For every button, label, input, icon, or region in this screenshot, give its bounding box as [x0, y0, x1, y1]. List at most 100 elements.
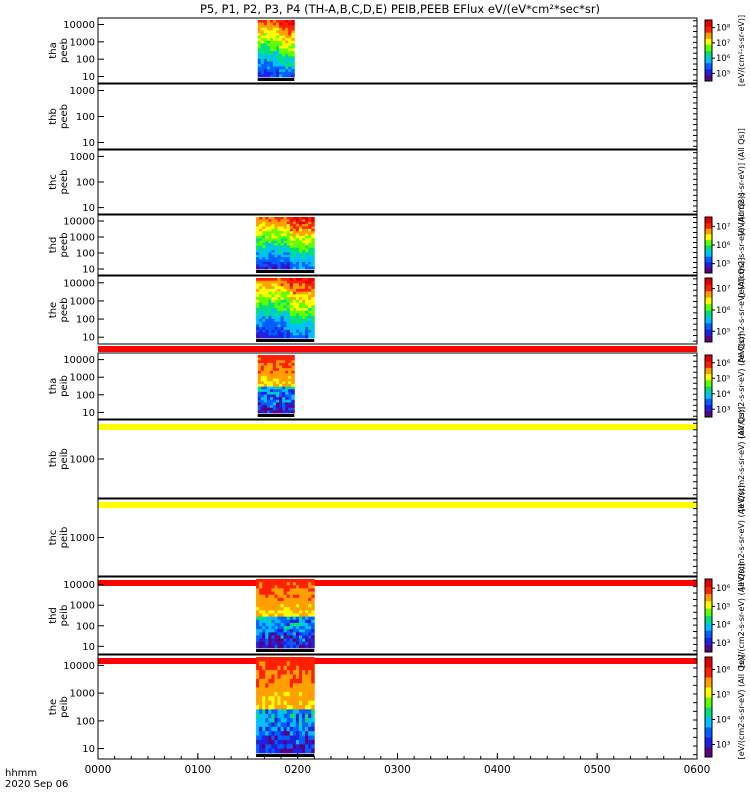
panel-thc-peeb: 10 100 1000 thc peeb [eV/(cm2-s-sr-eV)] (All …: [48, 128, 746, 236]
colorbar-label-tha-peeb: [eV/(cm²-s-sr-eV)]: [737, 15, 746, 86]
spectrogram-the-peeb: [256, 278, 315, 342]
y-tick-label-thc-peeb: 1000: [70, 152, 95, 163]
panel-tha-peib: 10 100 1000 10000 tha peib 10³ 10⁴ 10⁵ 10⁶ [eV/(cm…: [48, 334, 746, 439]
y-tick-label-thd-peeb: 100: [76, 249, 95, 260]
y-tick-label-tha-peeb: 1000: [70, 37, 95, 48]
y-label-instrument-thb-peib: thb: [48, 451, 59, 468]
y-tick-label-the-peeb: 1000: [70, 296, 95, 307]
y-tick-label-thc-peib: 1000: [70, 533, 95, 544]
panel-frame-the-peeb: [97, 275, 698, 345]
y-tick-label-thd-peeb: 10000: [63, 217, 95, 228]
colorbar-tick-label-tha-peib: 10⁴: [716, 390, 731, 400]
y-label-instrument-the-peeb: the: [48, 302, 59, 318]
x-tick-label: 0600: [684, 764, 711, 776]
panel-frame-thc-peib: [97, 498, 698, 577]
colorbar-thd-peib: 10³ 10⁴ 10⁵ 10⁶ [eV/(cm2-s-sr-eV) (All Qs)]: [704, 563, 746, 668]
x-tick-label: 0000: [85, 764, 112, 776]
colorbar-tick-label-the-peib: 10⁶: [716, 666, 731, 676]
panel-frame-thc-peeb: [97, 149, 698, 215]
spectrogram-the-peib: [256, 657, 315, 757]
y-label-instrument-tha-peib: tha: [48, 378, 59, 394]
colorbar-tick-label-thd-peib: 10⁴: [716, 621, 731, 631]
y-label-product-thc-peeb: peeb: [59, 170, 70, 195]
panel-thb-peeb: 10 100 1000 thb peeb: [48, 83, 698, 150]
colorbar-tick-label-the-peib: 10⁴: [716, 716, 731, 726]
y-label-product-tha-peeb: peeb: [59, 38, 70, 63]
y-tick-label-thb-peeb: 1000: [70, 86, 95, 97]
colorbar-tha-peeb: 10⁵ 10⁶ 10⁷ 10⁸ [eV/(cm²-s-sr-eV)]: [704, 15, 746, 86]
x-tick-label: 0100: [184, 764, 211, 776]
panel-frame-the-peib: [97, 654, 698, 760]
x-axis: 0000 0100 0200 0300 0400 0500 0600: [85, 753, 711, 776]
y-tick-label-tha-peib: 10: [82, 408, 95, 419]
colorbar-tha-peib: 10³ 10⁴ 10⁵ 10⁶ [eV/(cm2-s-sr-eV) (All Qs)]: [704, 334, 746, 439]
colorbar-tick-label-thd-peeb: 10⁵: [716, 260, 730, 270]
panel-thd-peeb: 10 100 1000 10000 thd peeb 10⁵ 10⁶ 10⁷ [eV/(cm2-s…: [48, 193, 746, 298]
x-axis-label-date: 2020 Sep 06: [5, 779, 68, 790]
y-tick-label-the-peib: 10: [82, 744, 95, 755]
y-tick-label-thb-peib: 1000: [70, 455, 95, 466]
colorbar-tick-label-tha-peib: 10⁶: [716, 359, 731, 369]
y-label-product-thb-peeb: peeb: [59, 104, 70, 129]
spectrogram-tha-peeb: [257, 20, 295, 81]
x-tick-label: 0400: [484, 764, 511, 776]
y-tick-label-thd-peeb: 10: [82, 265, 95, 276]
colorbar-tick-label-thd-peeb: 10⁷: [716, 222, 731, 232]
y-tick-label-tha-peeb: 100: [76, 55, 95, 66]
x-tick-label: 0300: [384, 764, 411, 776]
y-tick-label-tha-peib: 1000: [70, 373, 95, 384]
colorbar-tick-label-the-peib: 10³: [716, 741, 730, 751]
y-label-instrument-thc-peeb: thc: [48, 174, 59, 190]
y-tick-label-thd-peeb: 1000: [70, 233, 95, 244]
flag-band-the-peeb: [98, 346, 697, 352]
flag-band-the-peib: [98, 658, 697, 664]
colorbar-tick-label-thd-peib: 10⁵: [716, 602, 730, 612]
y-tick-label-thc-peeb: 100: [76, 178, 95, 189]
y-label-product-thb-peib: peib: [59, 448, 70, 470]
colorbar-tick-label-tha-peib: 10³: [716, 405, 730, 415]
side-label-thc-peib: [eV/(cm2-s-sr-eV) (All Qs)]: [737, 485, 746, 590]
y-label-instrument-thb-peeb: thb: [48, 108, 59, 125]
colorbar-label-the-peib: [eV/(cm2-s-sr-eV) (All Qs)]: [737, 655, 746, 760]
y-tick-label-tha-peeb: 10000: [63, 20, 95, 31]
colorbar-tick-label-tha-peeb: 10⁶: [716, 54, 731, 64]
spectrogram-thd-peeb: [256, 217, 315, 273]
y-tick-label-thd-peib: 10: [82, 642, 95, 653]
y-label-instrument-thc-peib: thc: [48, 530, 59, 546]
y-label-product-the-peib: peib: [59, 696, 70, 718]
panel-the-peib: 10 100 1000 10000 the peib 10³ 10⁴ 10⁵ 10⁶ [eV/(cm…: [48, 654, 746, 760]
y-tick-label-thd-peib: 1000: [70, 601, 95, 612]
x-axis-label-hhmm: hhmm: [5, 768, 37, 779]
y-tick-label-the-peib: 10000: [63, 661, 95, 672]
y-tick-label-the-peeb: 100: [76, 315, 95, 326]
spectrogram-tha-peib: [257, 355, 295, 417]
y-label-instrument-tha-peeb: tha: [48, 42, 59, 58]
y-tick-label-thd-peib: 10000: [63, 580, 95, 591]
spectrogram-thd-peib: [256, 579, 315, 652]
panel-thd-peib: 10 100 1000 10000 thd peib 10³ 10⁴ 10⁵ 10⁶ [eV/(cm…: [48, 563, 746, 668]
panel-thb-peib: 1000 thb peib [eV/(cm2-s-sr-eV) (All Qs)]: [48, 407, 746, 512]
flag-band-thc-peib: [98, 502, 697, 508]
panel-frame-thb-peib: [97, 419, 698, 499]
panel-the-peeb: 10 100 1000 10000 the peeb 10⁵ 10⁶ 10⁷ [eV/(cm2-s…: [48, 258, 746, 363]
x-tick-label: 0200: [284, 764, 311, 776]
y-label-instrument-the-peib: the: [48, 699, 59, 715]
colorbar-label-tha-peib: [eV/(cm2-s-sr-eV) (All Qs)]: [737, 334, 746, 439]
colorbar-tick-label-thd-peeb: 10⁶: [716, 241, 731, 251]
colorbar-tick-label-the-peib: 10⁵: [716, 691, 730, 701]
flag-band-thd-peib: [98, 580, 697, 586]
colorbar-tick-label-the-peeb: 10⁷: [716, 285, 731, 295]
side-label-thb-peib: [eV/(cm2-s-sr-eV) (All Qs)]: [737, 407, 746, 512]
y-label-instrument-thd-peib: thd: [48, 607, 59, 624]
y-tick-label-the-peib: 1000: [70, 689, 95, 700]
y-tick-label-the-peeb: 10: [82, 333, 95, 344]
colorbar-tick-label-tha-peeb: 10⁷: [716, 39, 731, 49]
colorbar-label-the-peeb: [eV/(cm2-s-sr-eV) (All Qs)]: [737, 258, 746, 363]
x-tick-label: 0500: [584, 764, 611, 776]
y-tick-label-tha-peib: 10000: [63, 355, 95, 366]
y-label-product-tha-peib: peib: [59, 375, 70, 397]
panel-frame-thd-peib: [97, 576, 698, 655]
colorbar-the-peib: 10³ 10⁴ 10⁵ 10⁶ [eV/(cm2-s-sr-eV) (All Qs)]: [704, 655, 746, 760]
